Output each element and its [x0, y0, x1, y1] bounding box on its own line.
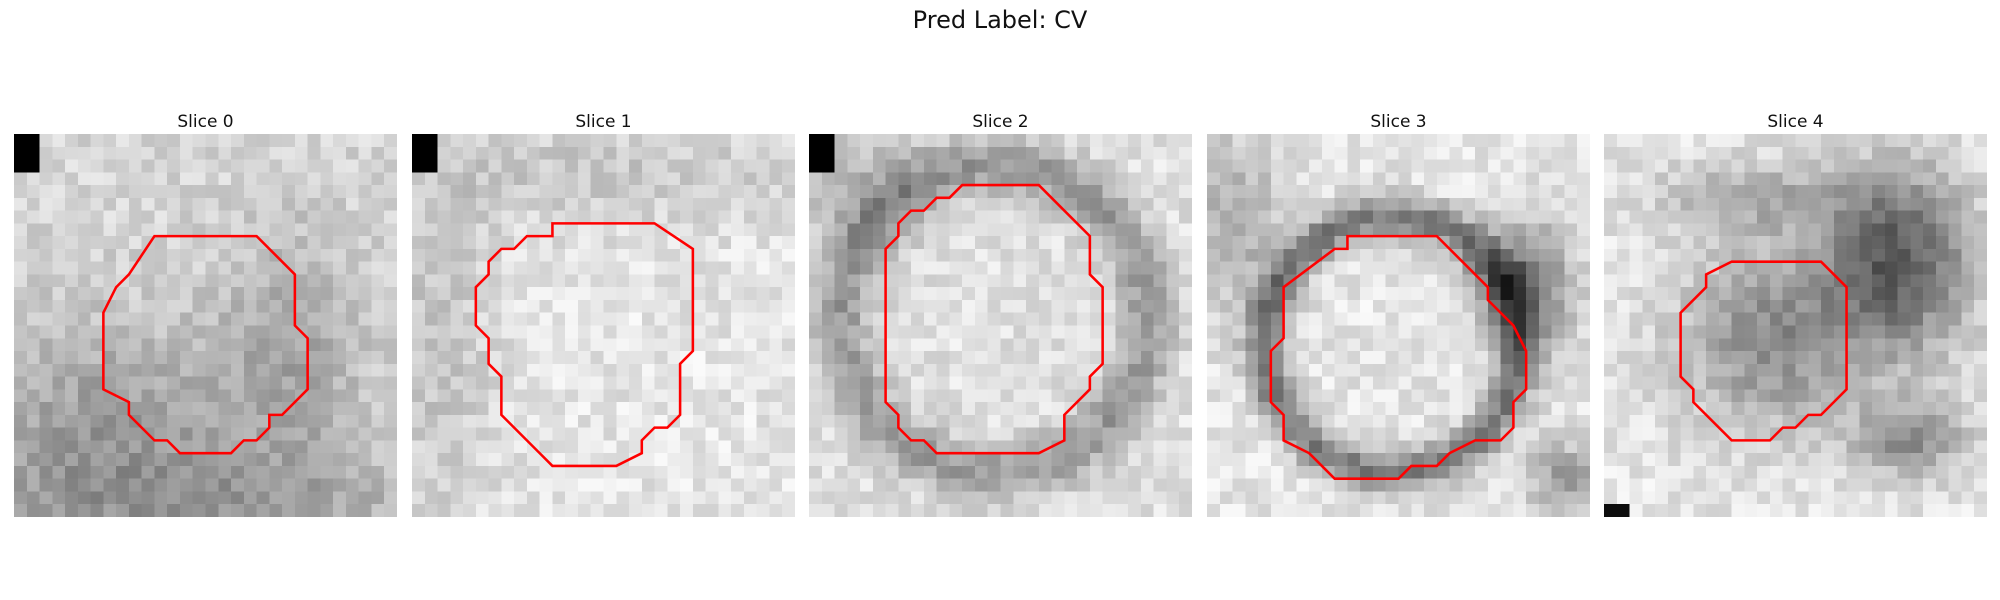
- slice-title-2: Slice 2: [972, 112, 1029, 132]
- contour-overlay: [1679, 260, 1848, 442]
- grayscale-pixel-grid: [1207, 134, 1590, 517]
- slice-panel-1: Slice 1: [412, 110, 795, 517]
- slice-panel-0: Slice 0: [14, 110, 397, 517]
- contour-overlay: [884, 183, 1104, 455]
- contour-overlay: [102, 234, 309, 455]
- slice-panel-2: Slice 2: [809, 110, 1192, 517]
- slice-title-3: Slice 3: [1370, 112, 1427, 132]
- slice-image-3: [1207, 134, 1590, 517]
- contour-overlay: [1269, 234, 1528, 480]
- predicted-contour: [102, 234, 309, 455]
- slice-panel-3: Slice 3: [1207, 110, 1590, 517]
- slice-title-4: Slice 4: [1767, 112, 1824, 132]
- slice-title-1: Slice 1: [575, 112, 632, 132]
- slice-image-2: [809, 134, 1192, 517]
- grayscale-pixel-grid: [1604, 134, 1987, 517]
- slice-panel-4: Slice 4: [1604, 110, 1987, 517]
- predicted-contour: [1269, 234, 1528, 480]
- contour-overlay: [474, 222, 695, 468]
- predicted-contour: [884, 183, 1104, 455]
- slice-title-0: Slice 0: [177, 112, 234, 132]
- slice-image-4: [1604, 134, 1987, 517]
- figure-title: Pred Label: CV: [912, 6, 1088, 34]
- slice-image-0: [14, 134, 397, 517]
- predicted-contour: [474, 222, 695, 468]
- predicted-contour: [1679, 260, 1848, 442]
- slice-image-1: [412, 134, 795, 517]
